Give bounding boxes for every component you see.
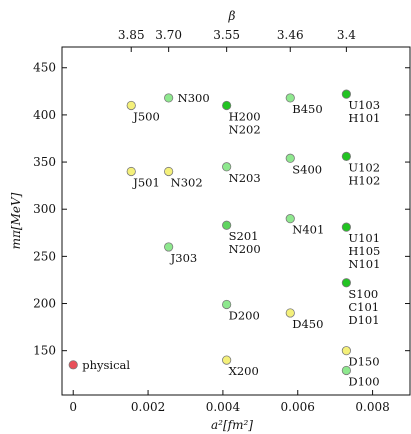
data-point-3 (164, 93, 174, 103)
top-tick-label-1: 3.70 (155, 28, 182, 42)
plot-border (61, 46, 411, 396)
data-point-1 (126, 100, 136, 111)
x-tick-label-4: 0.008 (355, 400, 389, 414)
y-tick-label-4: 350 (33, 155, 56, 169)
point-label-14-0: D450 (292, 317, 323, 331)
point-label-15-0: U103 (348, 98, 380, 112)
y-tick-label-0: 150 (33, 344, 56, 358)
point-label-4-0: N302 (171, 175, 203, 189)
point-label-5-0: J303 (170, 251, 198, 265)
data-point-11 (285, 93, 295, 103)
point-label-15-1: H101 (348, 111, 380, 125)
data-point-2 (126, 166, 136, 177)
point-label-9-0: D200 (229, 308, 260, 322)
data-point-16 (341, 151, 351, 161)
x-tick-label-0: 0 (69, 400, 77, 414)
point-label-16-0: U102 (348, 160, 380, 174)
data-point-12 (285, 153, 295, 163)
data-point-18 (341, 278, 351, 288)
point-label-16-1: H102 (348, 173, 380, 187)
point-label-0-0: physical (82, 358, 130, 372)
point-label-17-2: N101 (348, 257, 380, 271)
point-label-11-0: B450 (292, 102, 322, 116)
data-point-4 (164, 166, 174, 177)
plot-frame (61, 46, 411, 396)
x-tick-label-2: 0.004 (206, 400, 241, 414)
x-tick-label-1: 0.002 (131, 400, 165, 414)
top-tick-label-4: 3.4 (337, 28, 356, 42)
data-point-0 (68, 360, 78, 370)
data-point-6 (222, 100, 232, 111)
top-tick-label-3: 3.46 (277, 28, 304, 42)
point-label-18-1: C101 (348, 300, 379, 314)
point-label-19-0: D150 (348, 355, 379, 369)
top-tick-label-2: 3.55 (213, 28, 240, 42)
point-label-3-0: N300 (178, 91, 210, 105)
y-tick-label-3: 300 (33, 202, 56, 216)
data-point-13 (285, 214, 295, 224)
data-point-8 (222, 220, 232, 230)
point-label-17-0: U101 (348, 231, 380, 245)
point-label-20-0: D100 (348, 374, 379, 388)
point-label-10-0: X200 (229, 364, 259, 378)
data-point-19 (341, 346, 351, 356)
y-tick-label-6: 450 (33, 61, 56, 75)
axis-labels: a²[fm²] β mπ[MeV] (9, 9, 253, 432)
point-label-17-1: H105 (348, 244, 380, 258)
point-label-1-0: J500 (132, 109, 160, 123)
point-label-2-0: J501 (132, 175, 160, 189)
data-point-10 (222, 355, 232, 365)
x-tick-label-3: 0.006 (281, 400, 315, 414)
data-point-15 (341, 89, 351, 99)
point-label-6-0: H200 (229, 109, 261, 123)
point-label-8-0: S201 (229, 229, 259, 243)
top-tick-label-0: 3.85 (118, 28, 145, 42)
point-label-18-2: D101 (348, 313, 379, 327)
y-axis-label: mπ[MeV] (9, 192, 23, 249)
data-point-14 (285, 308, 295, 318)
y-tick-label-5: 400 (33, 108, 56, 122)
data-point-20 (341, 365, 351, 376)
top-axis-label: β (228, 9, 236, 23)
x-axis-label: a²[fm²] (211, 418, 253, 432)
point-label-8-1: N200 (229, 242, 261, 256)
point-label-6-1: N202 (229, 122, 261, 136)
data-point-9 (222, 299, 232, 310)
data-point-5 (164, 242, 174, 252)
y-tick-label-2: 250 (33, 249, 56, 263)
point-label-13-0: N401 (292, 223, 324, 237)
axis-ticks: 0 0.002 0.004 0.006 0.008 150 200 250 300 350 400 4… (33, 28, 410, 414)
y-tick-label-1: 200 (33, 297, 56, 311)
data-point-7 (222, 162, 232, 172)
point-label-12-0: S400 (292, 162, 322, 176)
point-label-7-0: N203 (229, 171, 261, 185)
point-label-18-0: S100 (348, 287, 378, 301)
data-point-17 (341, 222, 351, 232)
